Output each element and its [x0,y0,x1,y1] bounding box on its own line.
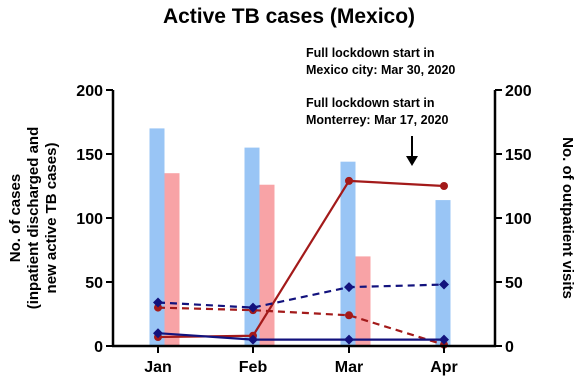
annotation-monterrey-line-1: Full lockdown start in [306,96,434,110]
bar-1-mar [340,161,356,346]
series-3-line [157,283,445,309]
arrow-icon [406,136,418,166]
annotation-mexico-city-line-1: Full lockdown start in [306,46,434,60]
x-tick-label-jan: Jan [144,359,172,376]
series-4-point-feb [248,334,258,345]
series-1-line [157,179,445,339]
bars-group [149,128,451,346]
bar-1-apr [435,200,451,346]
x-tick-label-feb: Feb [239,359,268,376]
series-2-point-mar [345,311,353,320]
left-axis-label: No. of cases (inpatient discharged and n… [7,127,60,310]
bar-1-feb [244,147,260,346]
series-3-point-jan [153,297,163,308]
left-axis-label-line-3: new active TB cases) [43,143,60,294]
series-1-point-apr [440,182,448,190]
series-4-line [157,332,444,341]
right-axis-label: No. of outpatient visits [559,137,576,299]
annotation-monterrey: Full lockdown start in Monterrey: Mar 17… [306,96,448,127]
series-3-point-apr [439,279,449,290]
annotation-monterrey-line-2: Monterrey: Mar 17, 2020 [306,113,448,127]
right-tick-label-0: 0 [505,339,514,356]
left-tick-label-50: 50 [85,275,103,292]
lines-group [153,176,449,349]
bar-2-mar [355,256,371,346]
series-3-point-mar [344,282,354,293]
right-tick-label-150: 150 [505,147,532,164]
chart-title: Active TB cases (Mexico) [163,5,415,28]
bar-1-jan [149,128,165,346]
left-tick-label-0: 0 [94,339,103,356]
annotation-mexico-city: Full lockdown start in Mexico city: Mar … [306,46,455,77]
left-axis-label-line-1: No. of cases [7,174,24,262]
bar-2-jan [164,173,180,346]
series-3-point-feb [248,302,258,313]
right-tick-label-100: 100 [505,211,532,228]
right-tick-label-200: 200 [505,83,532,100]
left-tick-label-200: 200 [76,83,103,100]
series-2-line [157,306,445,346]
x-tick-label-apr: Apr [430,359,458,376]
right-tick-label-50: 50 [505,275,523,292]
left-tick-label-150: 150 [76,147,103,164]
series-4-point-mar [344,334,354,345]
series-4-point-jan [153,328,163,339]
left-tick-label-100: 100 [76,211,103,228]
series-4-point-apr [439,334,449,345]
series-1-point-mar [345,176,353,185]
left-axis-label-line-2: (inpatient discharged and [25,127,42,310]
annotation-mexico-city-line-2: Mexico city: Mar 30, 2020 [306,63,455,77]
x-tick-label-mar: Mar [335,359,363,376]
series-2-point-jan [154,303,162,312]
ticks-group: 0 0 50 50 100 100 150 150 200 200 Jan Feb Mar Apr [76,83,532,376]
